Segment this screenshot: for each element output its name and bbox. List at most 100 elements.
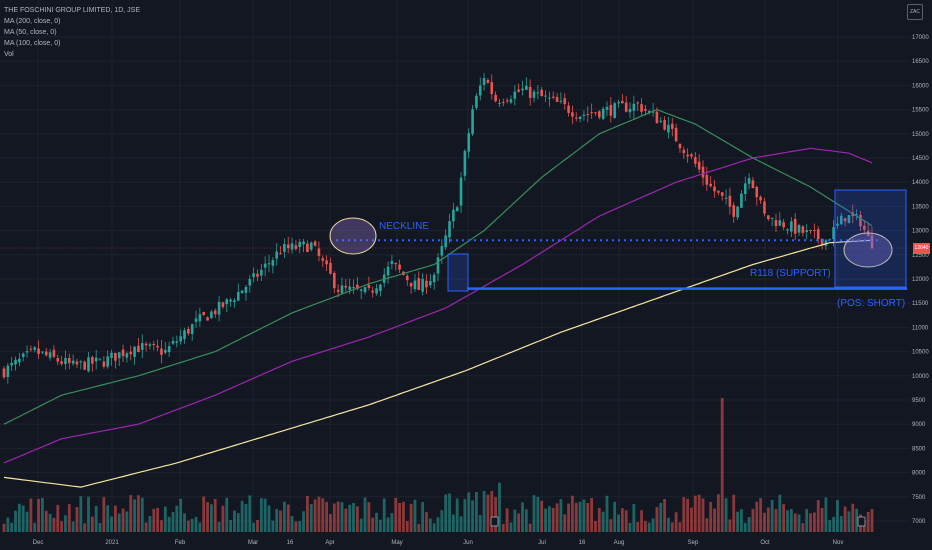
volume-bar — [6, 517, 10, 532]
candle-body — [444, 235, 447, 248]
candle-body — [801, 226, 805, 233]
volume-bar — [540, 500, 544, 532]
currency-badge: ZAC — [907, 4, 923, 20]
volume-bar — [732, 494, 736, 532]
volume-bar — [628, 522, 632, 532]
candle-body — [359, 289, 363, 291]
candle-body — [325, 260, 328, 265]
candle-body — [117, 352, 121, 359]
y-tick-label: 8500 — [912, 446, 926, 452]
volume-bar — [90, 516, 94, 532]
volume-bar — [812, 512, 816, 532]
candle-body — [667, 124, 670, 133]
candle-body — [540, 89, 543, 97]
symbol-title[interactable]: THE FOSCHINI GROUP LIMITED, 1D, JSE — [4, 7, 141, 14]
volume-bar — [693, 495, 697, 532]
candle-body — [21, 353, 25, 358]
y-tick-label: 16500 — [912, 59, 929, 65]
candle-body — [628, 108, 632, 113]
candle-body — [279, 253, 282, 255]
volume-bar — [517, 513, 521, 532]
volume-bar — [674, 512, 678, 532]
volume-bar — [71, 521, 75, 532]
volume-bar — [144, 522, 148, 532]
candle-body — [475, 95, 478, 108]
candle-body — [471, 109, 474, 134]
volume-bar — [236, 513, 240, 532]
volume-bar — [613, 501, 617, 532]
candle-body — [405, 275, 409, 281]
volume-bar — [413, 499, 417, 532]
candle-body — [275, 251, 278, 259]
volume-bar — [751, 508, 755, 532]
candle-body — [820, 238, 824, 246]
volume-bar — [298, 521, 302, 532]
candle-body — [452, 209, 455, 222]
volume-bar — [755, 501, 759, 532]
candle-body — [574, 117, 578, 119]
volume-bar — [275, 508, 279, 532]
volume-bar — [332, 503, 336, 532]
candle-body — [210, 311, 213, 318]
volume-bar — [14, 510, 17, 532]
candle-body — [536, 92, 540, 94]
volume-bar — [459, 516, 463, 532]
candle-body — [33, 347, 37, 350]
volume-bar — [724, 498, 728, 532]
candle-body — [263, 263, 267, 268]
candle-body — [140, 343, 144, 350]
earnings-marker[interactable] — [490, 516, 499, 527]
candle-body — [352, 287, 355, 289]
candle-body — [617, 102, 620, 104]
legend-volume[interactable]: Vol — [4, 51, 14, 58]
volume-bar — [21, 505, 25, 532]
volume-bar — [378, 519, 382, 532]
volume-bar — [870, 509, 874, 532]
volume-bar — [421, 502, 425, 532]
legend-ma200[interactable]: MA (200, close, 0) — [4, 18, 61, 25]
volume-bar — [252, 522, 256, 532]
volume-bar — [133, 499, 136, 532]
candle-body — [298, 241, 302, 247]
volume-bar — [405, 521, 409, 532]
candle-body — [678, 143, 682, 149]
candle-body — [83, 361, 86, 370]
volume-bar — [75, 507, 79, 532]
volume-bar — [809, 513, 812, 532]
candle-body — [202, 312, 206, 315]
volume-bar — [601, 511, 605, 532]
volume-bar — [786, 510, 789, 532]
legend-ma50[interactable]: MA (50, close, 0) — [4, 29, 57, 36]
candle-body — [763, 201, 766, 214]
volume-bar — [793, 513, 797, 532]
volume-bar — [121, 508, 125, 532]
dividend-marker[interactable] — [857, 516, 866, 527]
candle-body — [747, 178, 751, 184]
volume-bar — [463, 499, 467, 532]
candle-body — [839, 215, 843, 225]
volume-bar — [359, 518, 363, 532]
moving-averages — [3, 108, 873, 488]
volume-bar — [98, 522, 102, 532]
volume-bar — [467, 492, 471, 532]
ma50-line — [3, 108, 873, 425]
candle-body — [728, 195, 732, 207]
volume-bar — [486, 494, 490, 532]
candle-body — [10, 362, 13, 366]
candle-body — [164, 349, 167, 353]
volume-bar — [386, 517, 390, 532]
volume-bar — [547, 506, 551, 532]
candle-body — [551, 96, 555, 98]
volume-bar — [740, 509, 743, 532]
legend-ma100[interactable]: MA (100, close, 0) — [4, 40, 61, 47]
candle-body — [398, 264, 401, 270]
volume-bar — [544, 508, 547, 532]
y-axis: 7000 7500 8000 8500 9000 9500 10000 10500 11000 1… — [912, 35, 929, 525]
candle-body — [75, 361, 79, 365]
candle-body — [2, 368, 6, 378]
volume-bar — [759, 498, 763, 532]
candle-body — [171, 340, 175, 344]
candle-body — [440, 245, 444, 256]
volume-bar — [64, 515, 67, 532]
